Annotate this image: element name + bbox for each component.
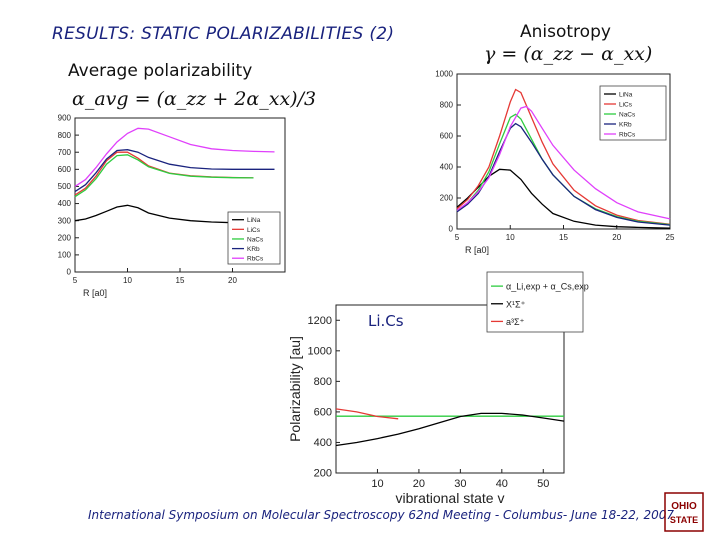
average-polarizability-label: Average polarizability [68, 61, 253, 81]
y-tick-label: 700 [58, 148, 72, 157]
y-tick-label: 1200 [308, 315, 332, 327]
x-tick-label: 15 [176, 276, 185, 285]
legend-box [227, 211, 281, 265]
anisotropy-label: Anisotropy [520, 22, 611, 42]
x-tick-label: 5 [455, 233, 460, 242]
y-tick-label: 200 [58, 233, 72, 242]
x-tick-label: 5 [73, 276, 78, 285]
ohio-state-logo: OHIO STATE [664, 492, 704, 532]
y-tick-label: 800 [314, 376, 332, 388]
x-tick-label: 15 [559, 233, 568, 242]
series-line-rbcs [456, 105, 671, 220]
legend-entry: X¹Σ⁺ [506, 299, 526, 309]
series-line-krb [74, 149, 275, 193]
y-tick-label: 1000 [308, 345, 332, 357]
x-axis-label: vibrational state v [396, 490, 505, 506]
y-tick-label: 0 [67, 268, 72, 277]
x-tick-label: 40 [496, 478, 508, 490]
x-tick-label: 10 [123, 276, 132, 285]
x-tick-label: 30 [454, 478, 466, 490]
anisotropy-chart: 5 10 15 20 25 0 200 400 600 800 1000 R [a0] LiNa LiCs… [435, 70, 675, 255]
svg-text:OHIO: OHIO [671, 501, 697, 512]
legend-entry: LiCs [247, 227, 261, 234]
x-tick-label: 20 [228, 276, 237, 285]
x-tick-label: 20 [612, 233, 621, 242]
series-line-lics [456, 88, 671, 225]
legend-box [599, 85, 667, 141]
y-tick-label: 600 [440, 132, 454, 141]
y-tick-label: 400 [440, 163, 454, 172]
y-tick-label: 400 [314, 437, 332, 449]
series-line-a [335, 408, 399, 420]
average-formula: α_avg = (α_zz + 2α_xx)/3 [72, 88, 317, 110]
legend-entry: NaCs [619, 112, 636, 119]
x-tick-label: 50 [537, 478, 549, 490]
legend-entry: NaCs [247, 236, 264, 243]
svg-text:STATE: STATE [670, 515, 698, 525]
x-tick-label: 20 [413, 478, 425, 490]
y-tick-label: 100 [58, 251, 72, 260]
y-tick-label: 200 [440, 194, 454, 203]
x-tick-label: 10 [371, 478, 383, 490]
legend-entry: LiNa [619, 92, 633, 99]
series-line-rbcs [74, 127, 275, 187]
y-tick-label: 500 [58, 182, 72, 191]
y-tick-label: 600 [314, 407, 332, 419]
series-line-x [335, 412, 565, 447]
legend-entry: LiNa [247, 217, 261, 224]
y-tick-label: 600 [58, 165, 72, 174]
y-tick-label: 300 [58, 216, 72, 225]
series-line-nacs [456, 113, 671, 226]
lics-note: Li.Cs [368, 312, 404, 330]
y-tick-label: 1000 [435, 70, 453, 79]
legend-entry: KRb [247, 246, 260, 253]
y-axis-label: Polarizability [au] [287, 336, 303, 442]
series-line-lics [74, 151, 254, 196]
series-line-nacs [74, 154, 254, 198]
footer-text: International Symposium on Molecular Spe… [88, 508, 675, 522]
x-tick-label: 25 [666, 233, 675, 242]
y-tick-label: 200 [314, 468, 332, 480]
legend-entry: a³Σ⁺ [506, 317, 525, 327]
y-tick-label: 900 [58, 114, 72, 123]
page-title: RESULTS: STATIC POLARIZABILITIES (2) [52, 24, 395, 44]
x-axis-label: R [a0] [83, 288, 107, 298]
plot-frame [335, 304, 565, 474]
legend-entry: RbCs [619, 132, 636, 139]
lics-vibrational-chart: 10 20 30 40 50 200 400 600 800 1000 1200 vibrationa… [287, 271, 589, 506]
anisotropy-formula: γ = (α_zz − α_xx) [484, 43, 653, 65]
x-axis-label: R [a0] [465, 245, 489, 255]
legend-entry: LiCs [619, 102, 633, 109]
y-tick-label: 400 [58, 199, 72, 208]
y-tick-label: 0 [449, 225, 454, 234]
y-tick-label: 800 [58, 131, 72, 140]
x-tick-label: 10 [506, 233, 515, 242]
y-tick-label: 800 [440, 101, 454, 110]
legend-entry: KRb [619, 122, 632, 129]
legend-entry: α_Li,exp + α_Cs,exp [506, 282, 589, 292]
legend-entry: RbCs [247, 256, 264, 263]
